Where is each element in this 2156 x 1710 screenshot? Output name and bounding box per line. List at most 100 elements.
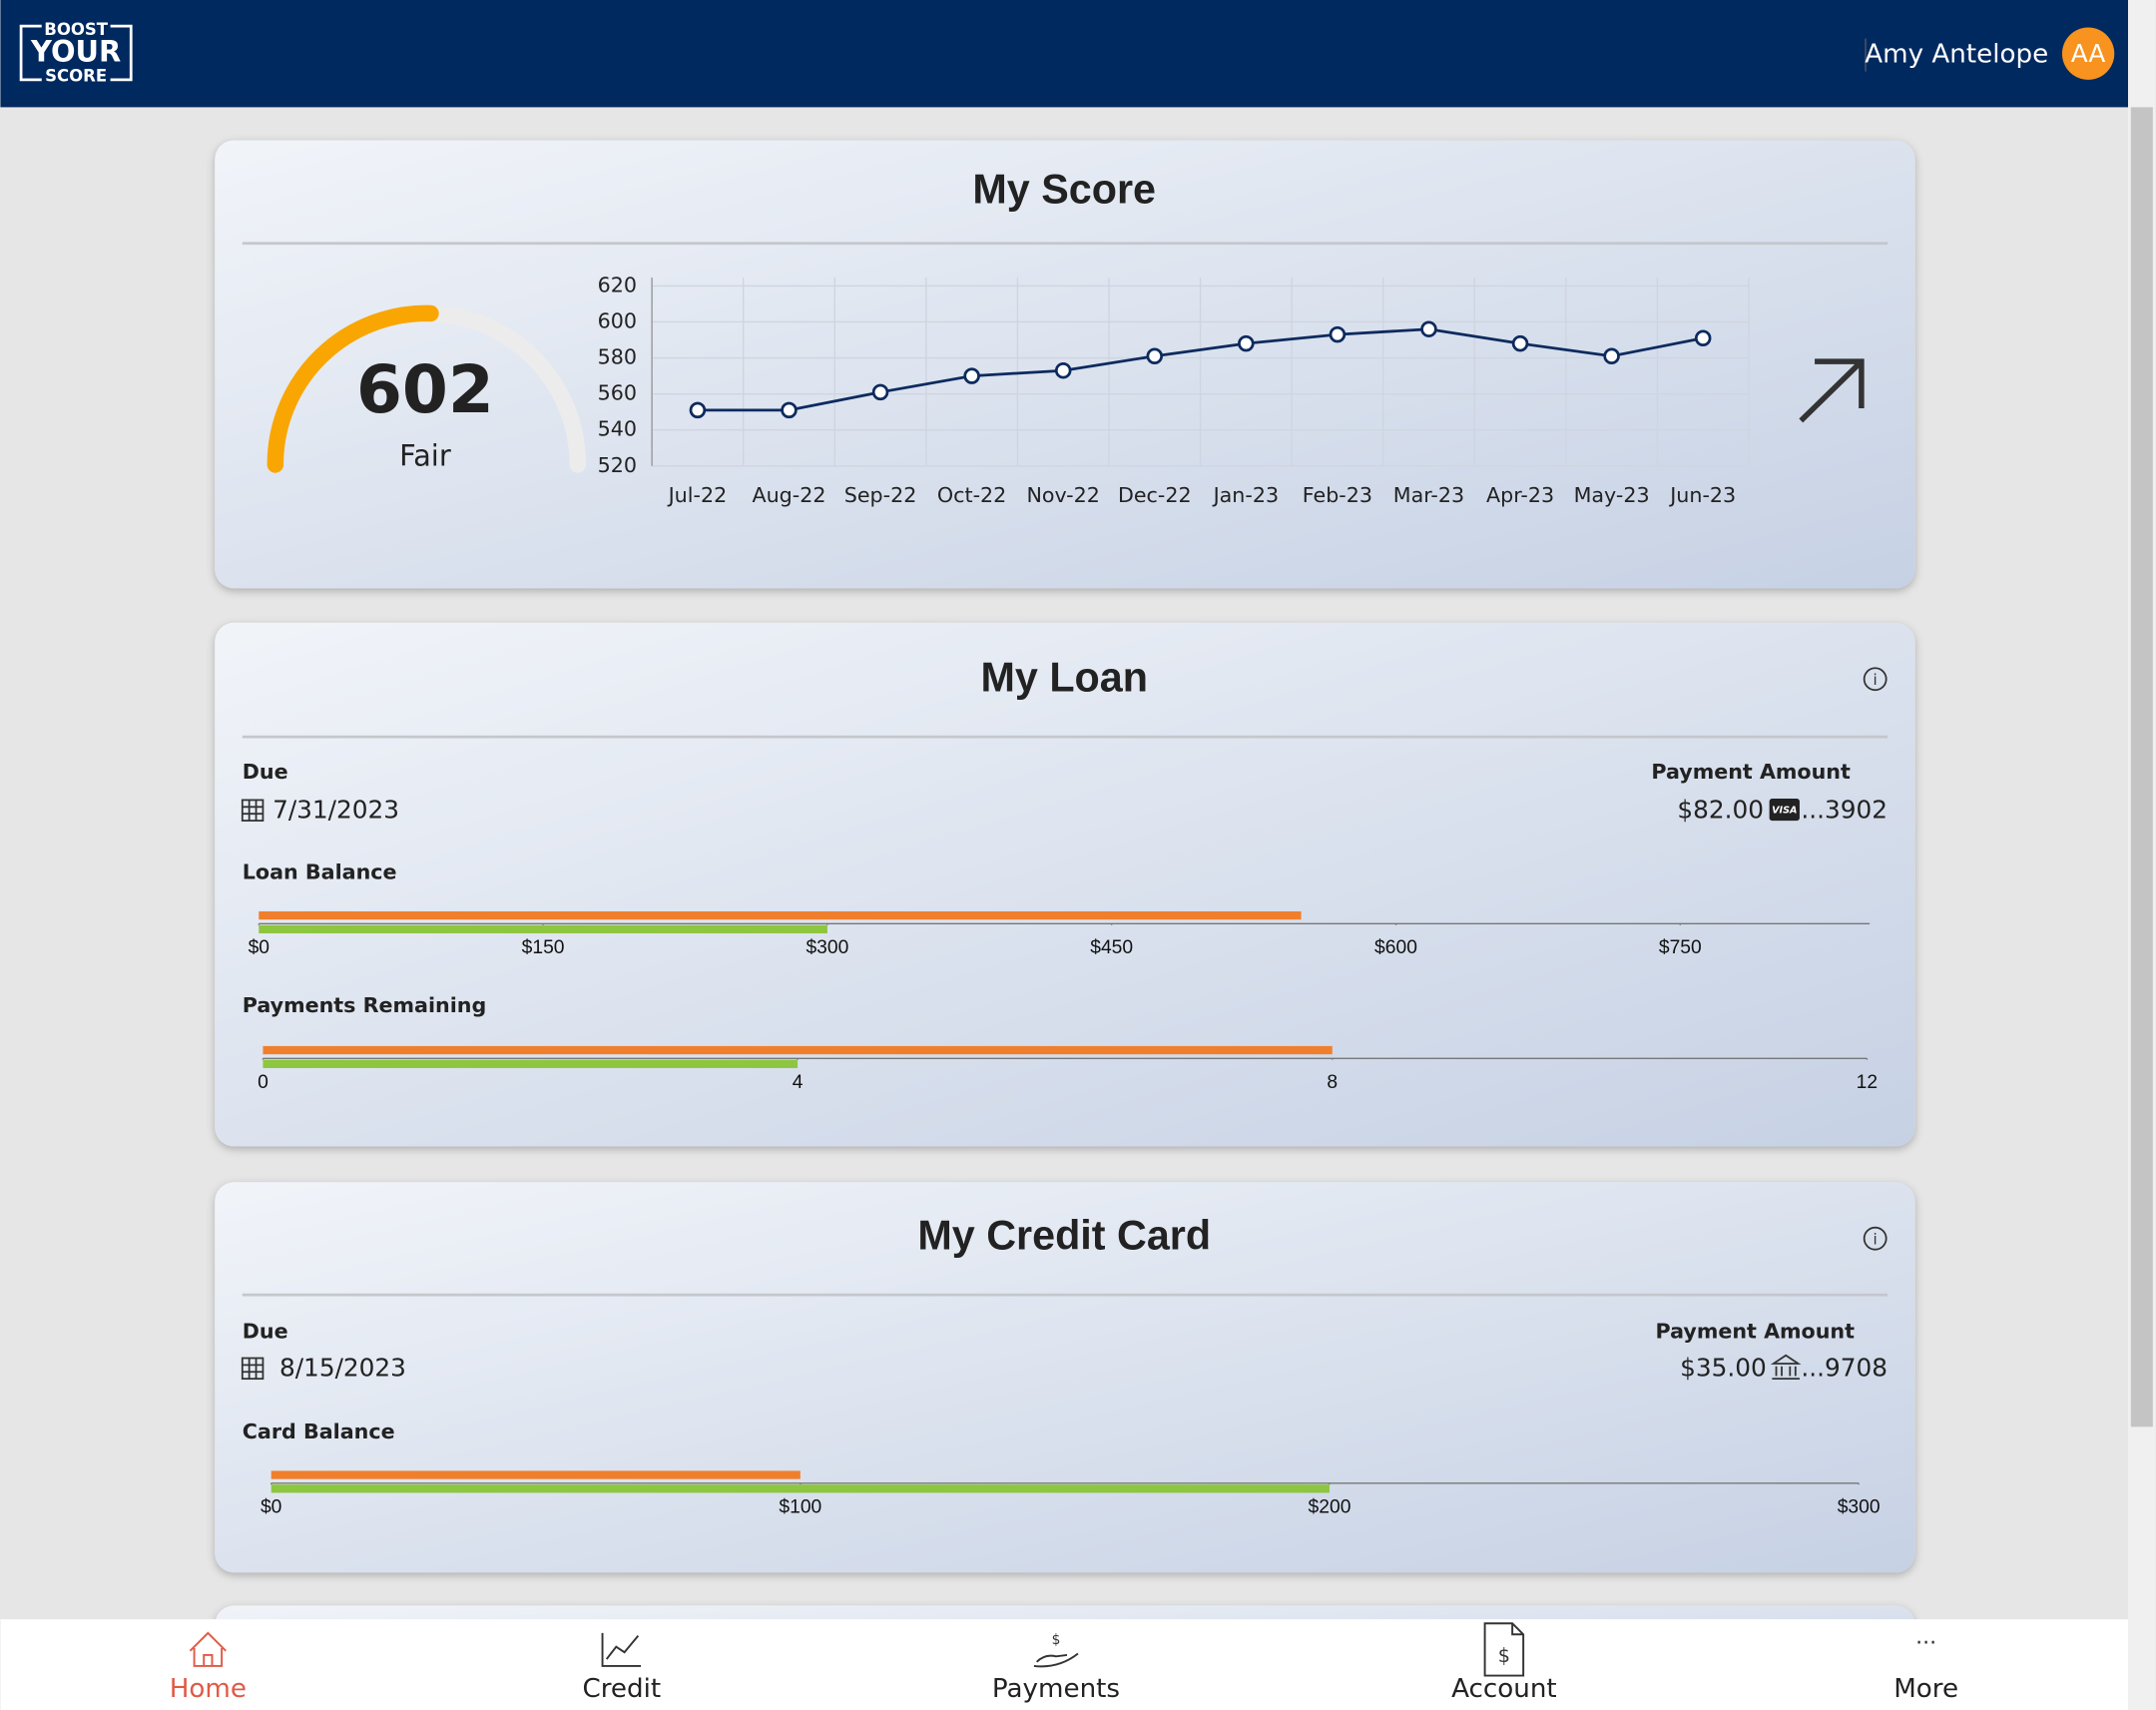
score-line xyxy=(697,327,1704,412)
chart-title: Card Balance xyxy=(243,1420,395,1443)
logo-text: SCORE xyxy=(45,67,107,86)
y-tick-label: 560 xyxy=(598,381,637,405)
chart-title: Loan Balance xyxy=(243,859,397,883)
x-tick-label: 8 xyxy=(1327,1072,1338,1093)
bar xyxy=(259,924,827,933)
due-date: 8/15/2023 xyxy=(279,1354,406,1383)
x-tick-label: Jul-22 xyxy=(667,483,728,507)
nav-icon[interactable] xyxy=(601,1632,642,1667)
nav-icon[interactable] xyxy=(189,1631,227,1667)
nav-label[interactable]: More xyxy=(1893,1674,1958,1704)
point xyxy=(871,383,889,401)
x-tick-label: $0 xyxy=(249,937,270,958)
chart-title: Payments Remaining xyxy=(243,993,487,1017)
point xyxy=(1238,334,1255,352)
point xyxy=(689,401,707,419)
card-title: My Credit Card xyxy=(917,1213,1211,1259)
x-tick-label: Apr-23 xyxy=(1486,483,1554,507)
account-number: ...9708 xyxy=(1801,1354,1887,1383)
y-tick-label: 620 xyxy=(598,273,637,296)
nav-label[interactable]: Account xyxy=(1451,1674,1557,1704)
nav-icon[interactable]: ··· xyxy=(1915,1631,1936,1656)
x-tick-label: 0 xyxy=(258,1072,269,1093)
x-tick-label: Feb-23 xyxy=(1303,483,1372,507)
point xyxy=(1420,320,1437,337)
nav-label[interactable]: Credit xyxy=(582,1674,661,1704)
y-tick-label: 540 xyxy=(598,417,637,441)
x-tick-label: 4 xyxy=(793,1072,804,1093)
nav-icon[interactable] xyxy=(1483,1622,1525,1677)
logo-frame xyxy=(19,24,133,82)
nav-bar xyxy=(0,1619,2129,1710)
logo-text: YOUR xyxy=(30,35,121,69)
loan-card xyxy=(215,622,1915,1147)
bank-icon xyxy=(1770,1354,1802,1381)
bar xyxy=(259,910,1302,920)
info-icon-glyph[interactable]: i xyxy=(1874,671,1878,689)
x-tick-label: $200 xyxy=(1309,1497,1351,1518)
point xyxy=(1694,329,1712,346)
payment-label: Payment Amount xyxy=(1656,1319,1856,1343)
x-tick-label: Mar-23 xyxy=(1393,483,1464,507)
point xyxy=(963,367,980,384)
x-tick-label: $0 xyxy=(261,1497,281,1518)
header-bar xyxy=(0,0,2129,108)
bar xyxy=(270,1484,1330,1493)
x-tick-label: Dec-22 xyxy=(1118,483,1192,507)
avatar[interactable] xyxy=(2061,27,2115,80)
x-tick-label: $750 xyxy=(1659,937,1702,958)
avatar-initials[interactable]: AA xyxy=(2071,39,2106,68)
account-number: ...3902 xyxy=(1801,795,1887,824)
x-tick-label: $450 xyxy=(1090,937,1133,958)
nav-icon-glyph[interactable]: $ xyxy=(1052,1632,1061,1648)
point xyxy=(1054,361,1072,379)
x-tick-label: Nov-22 xyxy=(1026,483,1099,507)
point xyxy=(1329,325,1347,343)
info-icon-glyph[interactable]: i xyxy=(1874,1231,1878,1249)
y-tick-label: 600 xyxy=(598,308,637,332)
point xyxy=(781,401,798,419)
payment-label: Payment Amount xyxy=(1651,760,1851,784)
due-date: 7/31/2023 xyxy=(272,795,399,824)
payment-amount: $82.00 xyxy=(1677,795,1764,824)
card-brand: VISA xyxy=(1772,806,1797,817)
gauge-fill xyxy=(267,304,439,473)
score-value: 602 xyxy=(356,351,494,428)
info-icon[interactable] xyxy=(1863,667,1887,692)
info-icon[interactable] xyxy=(1863,1226,1887,1251)
score-chart: 520 540 560 580 600 620 Jul-22 Aug-22 Sep-22 Oct-… xyxy=(598,273,1750,507)
x-tick-label: May-23 xyxy=(1574,483,1650,507)
nav-label[interactable]: Payments xyxy=(992,1674,1120,1704)
x-tick-label: Aug-22 xyxy=(752,483,825,507)
x-tick-label: Jan-23 xyxy=(1212,483,1280,507)
point xyxy=(1146,347,1164,365)
bar xyxy=(270,1470,801,1479)
y-tick-label: 580 xyxy=(598,345,637,369)
x-tick-label: $150 xyxy=(522,937,565,958)
logo-text: BOOST xyxy=(44,20,109,39)
point xyxy=(1603,347,1620,365)
x-tick-label: Oct-22 xyxy=(937,483,1006,507)
card-title: My Score xyxy=(972,167,1156,213)
payment-amount: $35.00 xyxy=(1680,1354,1767,1383)
nav-icon-glyph[interactable]: $ xyxy=(1498,1644,1510,1667)
x-tick-label: $600 xyxy=(1374,937,1417,958)
nav-icon[interactable] xyxy=(1033,1652,1079,1668)
scrollbar-thumb[interactable] xyxy=(2130,107,2153,1427)
calendar-icon xyxy=(241,1357,265,1381)
x-tick-label: Sep-22 xyxy=(844,483,917,507)
x-tick-label: $100 xyxy=(779,1497,821,1518)
card-title: My Loan xyxy=(980,655,1148,701)
y-tick-label: 520 xyxy=(598,453,637,477)
point xyxy=(1511,334,1529,352)
nav-label[interactable]: Home xyxy=(170,1674,247,1704)
calendar-icon xyxy=(241,799,265,822)
user-name[interactable]: Amy Antelope xyxy=(1865,40,2048,70)
x-tick-label: 12 xyxy=(1857,1072,1878,1093)
card-badge xyxy=(1769,799,1800,822)
bar xyxy=(263,1059,799,1068)
x-tick-label: $300 xyxy=(806,937,848,958)
